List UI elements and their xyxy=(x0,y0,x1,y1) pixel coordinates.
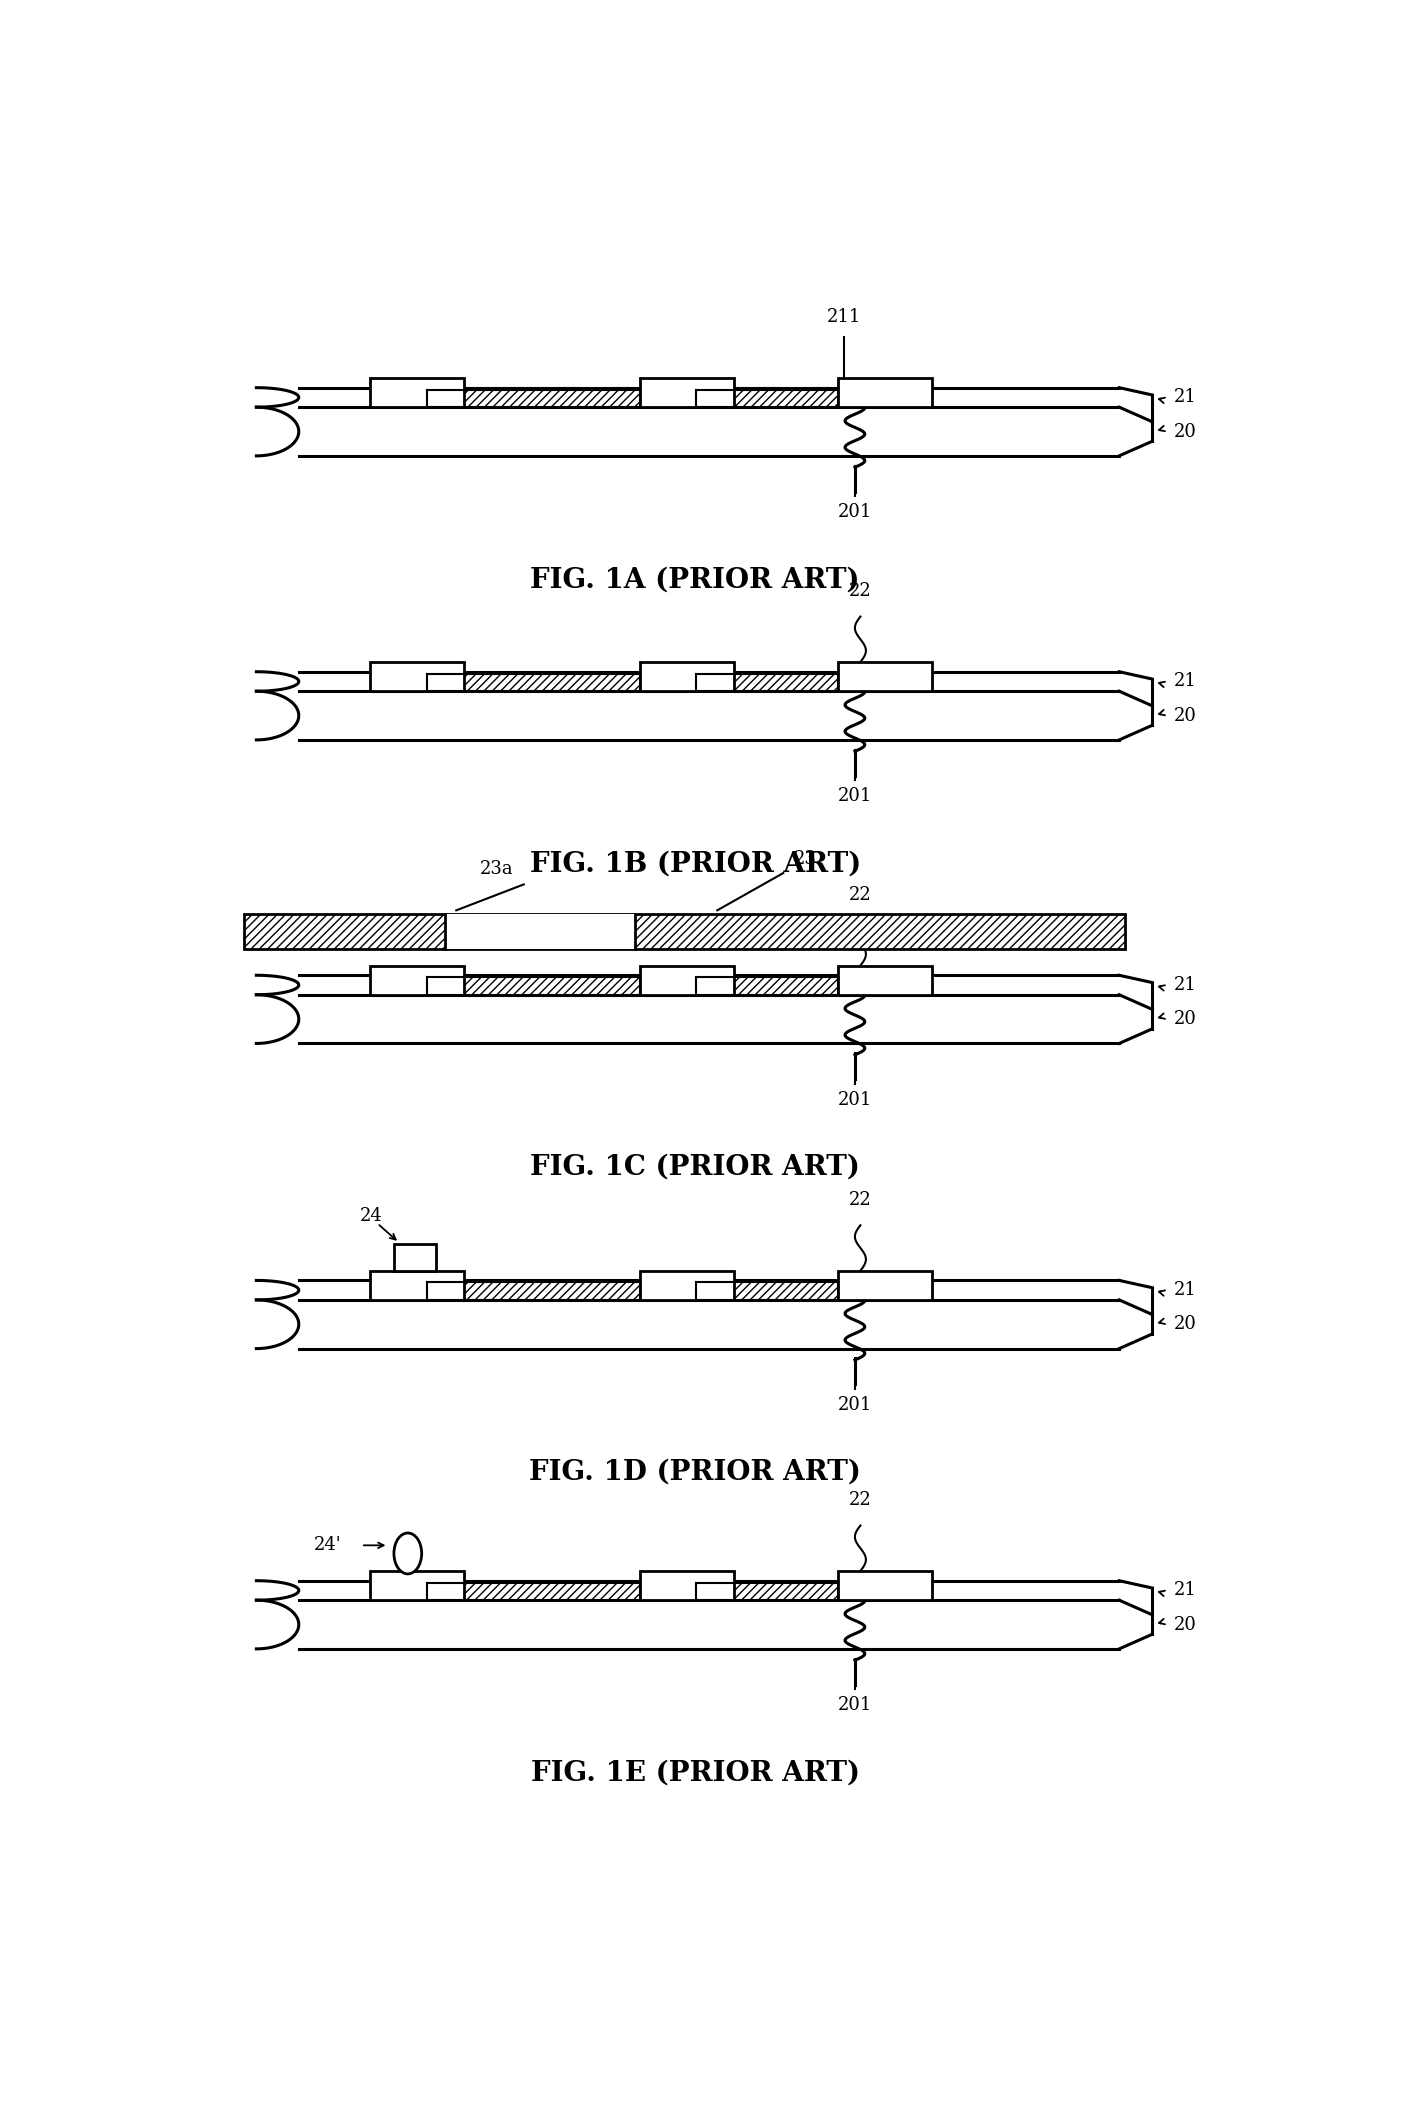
Text: 201: 201 xyxy=(838,1697,872,1714)
Text: FIG. 1C (PRIOR ART): FIG. 1C (PRIOR ART) xyxy=(530,1153,860,1180)
Bar xyxy=(838,1271,932,1301)
Text: 23a: 23a xyxy=(479,860,513,877)
Text: FIG. 1A (PRIOR ART): FIG. 1A (PRIOR ART) xyxy=(530,567,860,592)
Text: 201: 201 xyxy=(838,1395,872,1414)
Text: 22: 22 xyxy=(848,885,872,904)
Bar xyxy=(244,913,1125,949)
Text: 22: 22 xyxy=(848,1490,872,1509)
Text: 24': 24' xyxy=(314,1537,341,1554)
Text: 20: 20 xyxy=(1174,1315,1196,1332)
Text: 201: 201 xyxy=(838,786,872,805)
Circle shape xyxy=(394,1533,422,1575)
Text: FIG. 1B (PRIOR ART): FIG. 1B (PRIOR ART) xyxy=(530,850,861,877)
Text: 22: 22 xyxy=(848,582,872,601)
Text: FIG. 1D (PRIOR ART): FIG. 1D (PRIOR ART) xyxy=(529,1459,861,1486)
Bar xyxy=(445,913,635,949)
Bar xyxy=(371,965,463,995)
Bar xyxy=(838,965,932,995)
Text: 21: 21 xyxy=(1174,1581,1196,1600)
Text: 20: 20 xyxy=(1174,1010,1196,1029)
Text: 20: 20 xyxy=(1174,1615,1196,1634)
Text: 201: 201 xyxy=(838,504,872,521)
Bar xyxy=(426,675,639,691)
Bar xyxy=(371,1570,463,1600)
Bar xyxy=(371,377,463,407)
Bar xyxy=(371,1271,463,1301)
Text: 22: 22 xyxy=(848,1191,872,1210)
Bar xyxy=(696,1282,838,1301)
Text: 21: 21 xyxy=(1174,1282,1196,1299)
Text: 211: 211 xyxy=(827,308,861,327)
Bar xyxy=(696,390,838,407)
Bar xyxy=(426,390,639,407)
Bar xyxy=(639,965,733,995)
Bar xyxy=(696,1583,838,1600)
Bar xyxy=(426,978,639,995)
Text: 201: 201 xyxy=(838,1090,872,1109)
Bar xyxy=(639,377,733,407)
Bar xyxy=(838,377,932,407)
Bar xyxy=(426,1583,639,1600)
Bar xyxy=(639,662,733,691)
Text: 24: 24 xyxy=(360,1208,382,1225)
Bar xyxy=(639,1570,733,1600)
Text: 21: 21 xyxy=(1174,672,1196,691)
Bar xyxy=(639,1271,733,1301)
Text: 23: 23 xyxy=(794,850,817,868)
Text: FIG. 1E (PRIOR ART): FIG. 1E (PRIOR ART) xyxy=(530,1760,860,1785)
Bar xyxy=(696,675,838,691)
Bar xyxy=(838,1570,932,1600)
Text: 20: 20 xyxy=(1174,706,1196,725)
Bar xyxy=(394,1244,436,1271)
Bar xyxy=(696,978,838,995)
Bar xyxy=(426,1282,639,1301)
Text: 21: 21 xyxy=(1174,976,1196,995)
Text: 21: 21 xyxy=(1174,388,1196,407)
Text: 20: 20 xyxy=(1174,422,1196,441)
Bar xyxy=(838,662,932,691)
Bar xyxy=(371,662,463,691)
